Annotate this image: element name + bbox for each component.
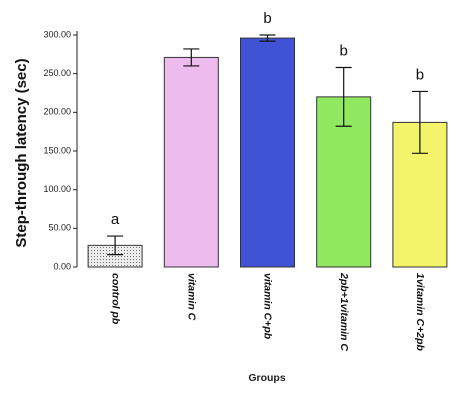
- x-axis-label: Groups: [248, 372, 285, 384]
- y-tick-label: 100.00: [43, 184, 71, 194]
- significance-label: b: [416, 66, 424, 83]
- y-tick-label: 50.00: [48, 223, 71, 233]
- y-tick-label: 0.00: [53, 261, 71, 271]
- category-label: control pb: [109, 273, 121, 325]
- significance-label: a: [111, 211, 120, 228]
- y-tick-label: 150.00: [43, 145, 71, 155]
- category-label: 1vitamin C+2pb: [414, 273, 426, 351]
- y-axis-label: Step-through latency (sec): [13, 58, 30, 247]
- category-label: vitamin C+pb: [262, 273, 274, 340]
- significance-label: b: [340, 42, 348, 59]
- significance-label: b: [263, 10, 271, 27]
- bar: [240, 37, 295, 268]
- y-tick-label: 300.00: [43, 29, 71, 39]
- y-tick-label: 250.00: [43, 68, 71, 78]
- y-tick-label: 200.00: [43, 107, 71, 117]
- category-label: 2pb+1vitamin C: [338, 272, 350, 351]
- category-label: vitamin C: [186, 273, 198, 321]
- bar: [163, 56, 219, 268]
